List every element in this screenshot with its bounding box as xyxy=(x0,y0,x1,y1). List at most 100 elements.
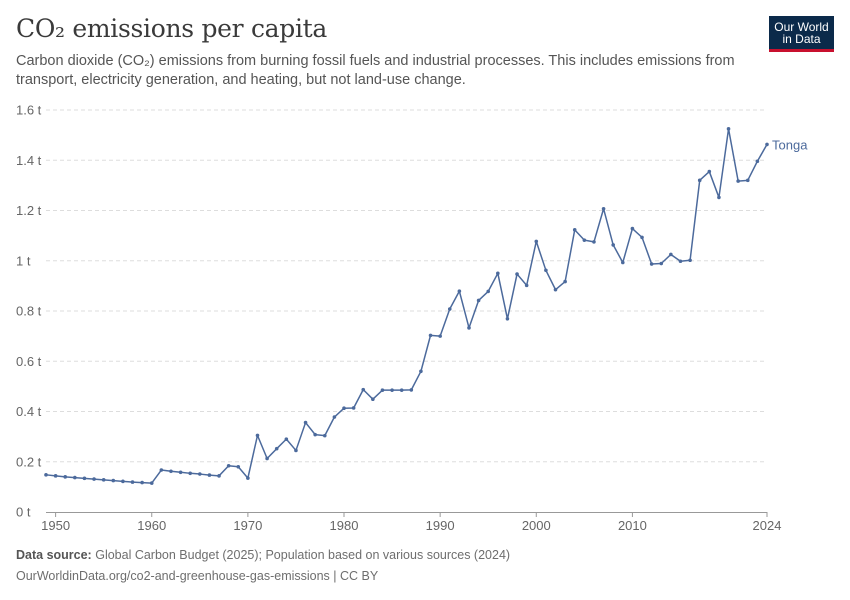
data-point xyxy=(284,437,289,441)
data-point xyxy=(303,420,308,425)
logo-line-2: in Data xyxy=(782,32,821,46)
data-point xyxy=(515,272,519,276)
data-point xyxy=(428,333,433,338)
data-point xyxy=(659,261,664,266)
data-point xyxy=(707,169,712,174)
x-tick-label: 2000 xyxy=(522,518,551,533)
chart-title: CO₂ emissions per capita xyxy=(16,14,328,43)
data-point xyxy=(313,432,317,437)
data-point xyxy=(572,228,577,232)
data-point xyxy=(44,473,48,477)
data-point xyxy=(476,298,481,303)
data-point xyxy=(53,474,58,478)
x-tick-label: 1950 xyxy=(41,518,70,533)
series-layer: Tonga xyxy=(44,127,808,485)
x-tick-label: 1980 xyxy=(330,518,359,533)
data-point xyxy=(697,178,702,183)
data-point xyxy=(438,334,442,338)
data-point xyxy=(188,471,192,476)
data-point xyxy=(342,406,346,411)
data-point xyxy=(726,127,731,131)
data-point xyxy=(149,481,154,485)
source-url[interactable]: OurWorldinData.org/co2-and-greenhouse-ga… xyxy=(16,569,379,583)
x-tick-label: 2010 xyxy=(618,518,647,533)
data-point xyxy=(563,279,567,284)
data-point xyxy=(332,415,337,419)
data-point xyxy=(82,476,87,481)
data-point xyxy=(140,480,144,485)
data-point xyxy=(745,178,750,183)
data-point xyxy=(274,446,279,451)
chart-subtitle: Carbon dioxide (CO₂) emissions from burn… xyxy=(16,53,735,88)
data-point xyxy=(322,433,327,438)
data-source-label: Data source: xyxy=(16,548,92,562)
data-point xyxy=(361,387,366,392)
series-line-tonga xyxy=(45,128,768,484)
logo-line-1: Our World xyxy=(774,20,829,34)
y-tick-label: 1.4 t xyxy=(16,153,42,168)
data-point xyxy=(649,262,654,266)
data-point xyxy=(765,142,769,147)
data-point xyxy=(534,239,539,244)
y-tick-label: 0.8 t xyxy=(16,304,42,319)
y-tick-label: 0 t xyxy=(16,505,31,520)
data-point xyxy=(73,475,77,480)
data-point xyxy=(457,289,462,293)
data-point xyxy=(390,388,394,392)
data-point xyxy=(678,259,683,264)
data-point xyxy=(611,243,615,247)
data-point xyxy=(351,406,356,410)
data-point xyxy=(178,470,183,475)
data-source-text: Global Carbon Budget (2025); Population … xyxy=(95,548,511,562)
data-point xyxy=(553,287,558,292)
data-point xyxy=(755,159,760,164)
data-point xyxy=(207,473,212,477)
data-point xyxy=(294,448,298,453)
owid-logo[interactable]: Our World in Data xyxy=(769,16,834,52)
data-point xyxy=(226,463,231,468)
data-point xyxy=(467,326,471,330)
data-point xyxy=(409,388,414,392)
data-point xyxy=(717,195,721,200)
data-point xyxy=(265,456,269,461)
data-point xyxy=(236,464,241,469)
y-tick-label: 0.6 t xyxy=(16,354,42,369)
y-tick-label: 1.6 t xyxy=(16,103,42,118)
data-point xyxy=(582,238,587,242)
data-point xyxy=(246,476,250,480)
data-point xyxy=(159,468,164,472)
x-tick-label: 1960 xyxy=(137,518,166,533)
data-point xyxy=(640,235,644,240)
series-label: Tonga xyxy=(772,137,808,152)
data-point xyxy=(447,307,452,311)
data-point xyxy=(736,179,740,183)
x-tick-label: 2024 xyxy=(753,518,782,533)
grid-lines xyxy=(46,109,767,463)
data-point xyxy=(669,252,673,257)
data-point xyxy=(524,283,529,288)
data-point xyxy=(255,433,260,438)
x-axis: 1950 1960 1970 1980 1990 2000 2010 2024 xyxy=(41,512,781,533)
data-source-note: Data source: Global Carbon Budget (2025)… xyxy=(16,548,510,562)
y-tick-label: 1 t xyxy=(16,253,31,268)
data-point xyxy=(111,478,116,483)
y-axis-tick-labels: 0 t 0.2 t 0.4 t 0.6 t 0.8 t 1 t 1.2 t 1.4 t 1.6 … xyxy=(16,103,42,520)
data-point xyxy=(121,479,125,484)
data-point xyxy=(496,271,500,276)
data-point xyxy=(380,388,385,392)
data-point xyxy=(505,316,510,321)
x-tick-label: 1970 xyxy=(233,518,262,533)
data-point xyxy=(63,475,68,479)
data-point xyxy=(486,289,491,294)
data-point xyxy=(101,478,106,482)
data-point xyxy=(544,268,548,273)
y-tick-label: 0.2 t xyxy=(16,454,42,469)
data-point xyxy=(217,474,221,478)
data-point xyxy=(630,226,635,231)
data-point xyxy=(399,388,404,392)
data-point xyxy=(592,240,596,244)
data-point xyxy=(92,477,96,481)
data-point xyxy=(601,206,606,211)
data-point xyxy=(198,472,202,476)
